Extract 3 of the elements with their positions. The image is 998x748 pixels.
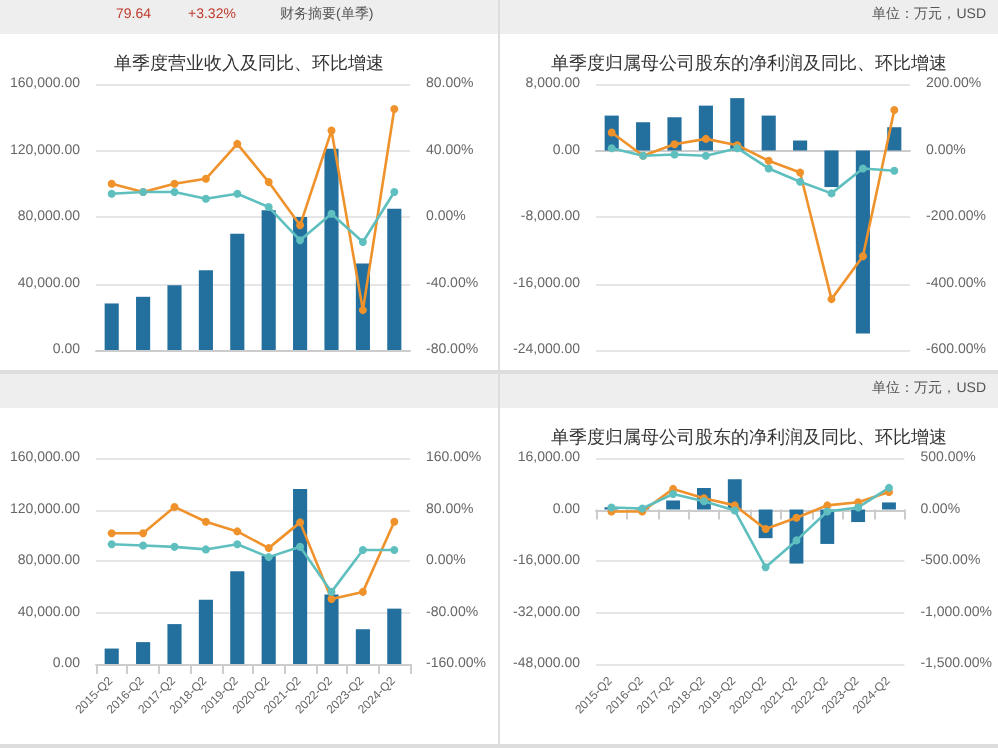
chart-title: 单季度营业收入及同比、环比增速 <box>114 53 384 73</box>
chart-title: 单季度归属母公司股东的净利润及同比、环比增速 <box>551 427 947 447</box>
chart-title: 单季度归属母公司股东的净利润及同比、环比增速 <box>551 53 947 73</box>
